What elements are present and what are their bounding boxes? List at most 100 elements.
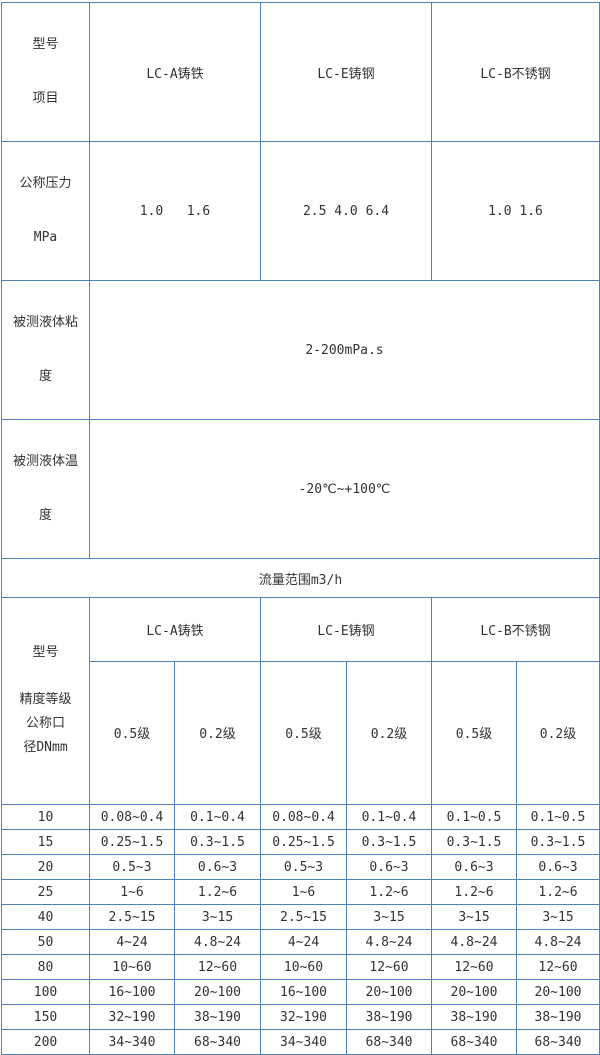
flow-value-cell: 1.2~6 (516, 879, 600, 905)
flow-value-cell: 68~340 (346, 1029, 432, 1055)
flow-value-cell: 0.1~0.4 (174, 804, 261, 830)
flow-value-cell: 38~190 (346, 1004, 432, 1030)
flow-value-cell: 1~6 (260, 879, 347, 905)
flow-value-cell: 4.8~24 (346, 929, 432, 955)
section2-corner-inner: 型号 精度等级 公称口 径DNmm (3, 628, 89, 774)
flow-value-cell: 2.5~15 (260, 904, 347, 930)
model-column-header-2-lca: LC-A铸铁 (89, 597, 261, 662)
section2-corner-lines: 精度等级 公称口 径DNmm (3, 673, 89, 774)
flow-value-cell: 68~340 (431, 1029, 517, 1055)
model-column-header-2-lcb: LC-B不锈钢 (431, 597, 600, 662)
flow-value-cell: 10~60 (260, 954, 347, 980)
corner-line-model: 型号 (32, 37, 59, 52)
flow-range-title-cell: 流量范围m3/h (1, 558, 600, 598)
accuracy-header-cell: 0.5级 (431, 660, 517, 806)
header-row-2: 型号 精度等级 公称口 径DNmm LC-A铸铁 LC-E铸钢 LC-B不锈钢 (1, 597, 600, 805)
flow-value-cell: 0.3~1.5 (516, 829, 600, 855)
flow-value-cell: 0.08~0.4 (89, 804, 175, 830)
flow-value-cell: 20~100 (174, 979, 261, 1005)
flow-value-cell: 32~190 (89, 1004, 175, 1030)
pressure-row-label: 公称压力 MPa (1, 141, 90, 281)
flow-value-cell: 0.25~1.5 (89, 829, 175, 855)
flow-value-cell: 10~60 (89, 954, 175, 980)
header-row-1: 型号 项目 LC-A铸铁 LC-E铸钢 LC-B不锈钢 (1, 2, 600, 142)
accuracy-header-cell: 0.5级 (89, 660, 175, 806)
flow-value-cell: 0.1~0.5 (516, 804, 600, 830)
accuracy-header-cell: 0.5级 (260, 660, 347, 806)
flow-value-cell: 68~340 (516, 1029, 600, 1055)
flow-value-cell: 4.8~24 (174, 929, 261, 955)
table-row: 80 10~60 12~60 10~60 12~60 12~60 12~60 (1, 954, 600, 980)
flow-value-cell: 16~100 (260, 979, 347, 1005)
dn-cell: 80 (1, 954, 90, 980)
flow-value-cell: 0.6~3 (516, 854, 600, 880)
temperature-label-line-1: 被测液体温 (12, 454, 78, 469)
flow-value-cell: 68~340 (174, 1029, 261, 1055)
flow-value-cell: 12~60 (431, 954, 517, 980)
flow-value-cell: 12~60 (174, 954, 261, 980)
pressure-row: 公称压力 MPa 1.0 1.6 2.5 4.0 6.4 1.0 1.6 (1, 141, 600, 281)
corner-line-dnmm: 径DNmm (23, 739, 68, 755)
flow-value-cell: 3~15 (431, 904, 517, 930)
accuracy-header-cell: 0.2级 (346, 660, 432, 806)
flow-value-cell: 0.1~0.4 (346, 804, 432, 830)
flow-value-cell: 34~340 (89, 1029, 175, 1055)
flow-value-cell: 3~15 (516, 904, 600, 930)
flow-value-cell: 0.3~1.5 (431, 829, 517, 855)
flow-value-cell: 0.5~3 (89, 854, 175, 880)
flow-value-cell: 20~100 (516, 979, 600, 1005)
flow-value-cell: 16~100 (89, 979, 175, 1005)
temperature-row: 被测液体温 度 -20℃~+100℃ (1, 419, 600, 559)
dn-cell: 50 (1, 929, 90, 955)
temperature-label-line-2: 度 (38, 508, 52, 523)
section2-corner-cell: 型号 精度等级 公称口 径DNmm (1, 597, 90, 805)
flow-value-cell: 0.3~1.5 (346, 829, 432, 855)
table-row: 150 32~190 38~190 32~190 38~190 38~190 38~190 (1, 1004, 600, 1030)
flow-value-cell: 0.6~3 (431, 854, 517, 880)
viscosity-row: 被测液体粘 度 2-200mPa.s (1, 280, 600, 420)
model-column-header-lca: LC-A铸铁 (89, 2, 261, 142)
model-column-header-2-lce: LC-E铸钢 (260, 597, 432, 662)
flow-value-cell: 20~100 (431, 979, 517, 1005)
flow-value-cell: 34~340 (260, 1029, 347, 1055)
section2-corner-model: 型号 (32, 645, 59, 660)
table-row: 200 34~340 68~340 34~340 68~340 68~340 68~340 (1, 1029, 600, 1055)
accuracy-header-row: 0.5级 0.2级 0.5级 0.2级 0.5级 0.2级 (2, 660, 600, 806)
flow-value-cell: 4~24 (89, 929, 175, 955)
flow-value-cell: 1~6 (89, 879, 175, 905)
pressure-value-lcb: 1.0 1.6 (431, 141, 600, 281)
flow-value-cell: 12~60 (516, 954, 600, 980)
pressure-label-line-2: MPa (33, 230, 58, 245)
temperature-row-label: 被测液体温 度 (1, 419, 90, 559)
dn-cell: 200 (1, 1029, 90, 1055)
table-row: 20 0.5~3 0.6~3 0.5~3 0.6~3 0.6~3 0.6~3 (1, 854, 600, 880)
flow-value-cell: 0.5~3 (260, 854, 347, 880)
flow-value-cell: 0.1~0.5 (431, 804, 517, 830)
flow-value-cell: 20~100 (346, 979, 432, 1005)
dn-cell: 40 (1, 904, 90, 930)
table-row: 15 0.25~1.5 0.3~1.5 0.25~1.5 0.3~1.5 0.3~1.5 0… (1, 829, 600, 855)
flow-value-cell: 38~190 (516, 1004, 600, 1030)
flow-value-cell: 1.2~6 (346, 879, 432, 905)
dn-cell: 150 (1, 1004, 90, 1030)
viscosity-label-line-2: 度 (38, 369, 52, 384)
flow-value-cell: 1.2~6 (431, 879, 517, 905)
flow-value-cell: 4.8~24 (516, 929, 600, 955)
flow-value-cell: 4.8~24 (431, 929, 517, 955)
flow-value-cell: 3~15 (346, 904, 432, 930)
flow-value-cell: 32~190 (260, 1004, 347, 1030)
table-row: 50 4~24 4.8~24 4~24 4.8~24 4.8~24 4.8~24 (1, 929, 600, 955)
corner-line-accuracy: 精度等级 (19, 691, 72, 707)
dn-cell: 10 (1, 804, 90, 830)
pressure-value-lce: 2.5 4.0 6.4 (260, 141, 432, 281)
viscosity-label-line-1: 被测液体粘 (12, 315, 78, 330)
accuracy-header-cell: 0.2级 (516, 660, 600, 806)
corner-line-item: 项目 (32, 91, 59, 106)
corner-cell: 型号 项目 (1, 2, 90, 142)
dn-cell: 100 (1, 979, 90, 1005)
flow-value-cell: 0.6~3 (346, 854, 432, 880)
dn-cell: 25 (1, 879, 90, 905)
table-row: 25 1~6 1.2~6 1~6 1.2~6 1.2~6 1.2~6 (1, 879, 600, 905)
corner-line-nominal: 公称口 (25, 715, 65, 731)
